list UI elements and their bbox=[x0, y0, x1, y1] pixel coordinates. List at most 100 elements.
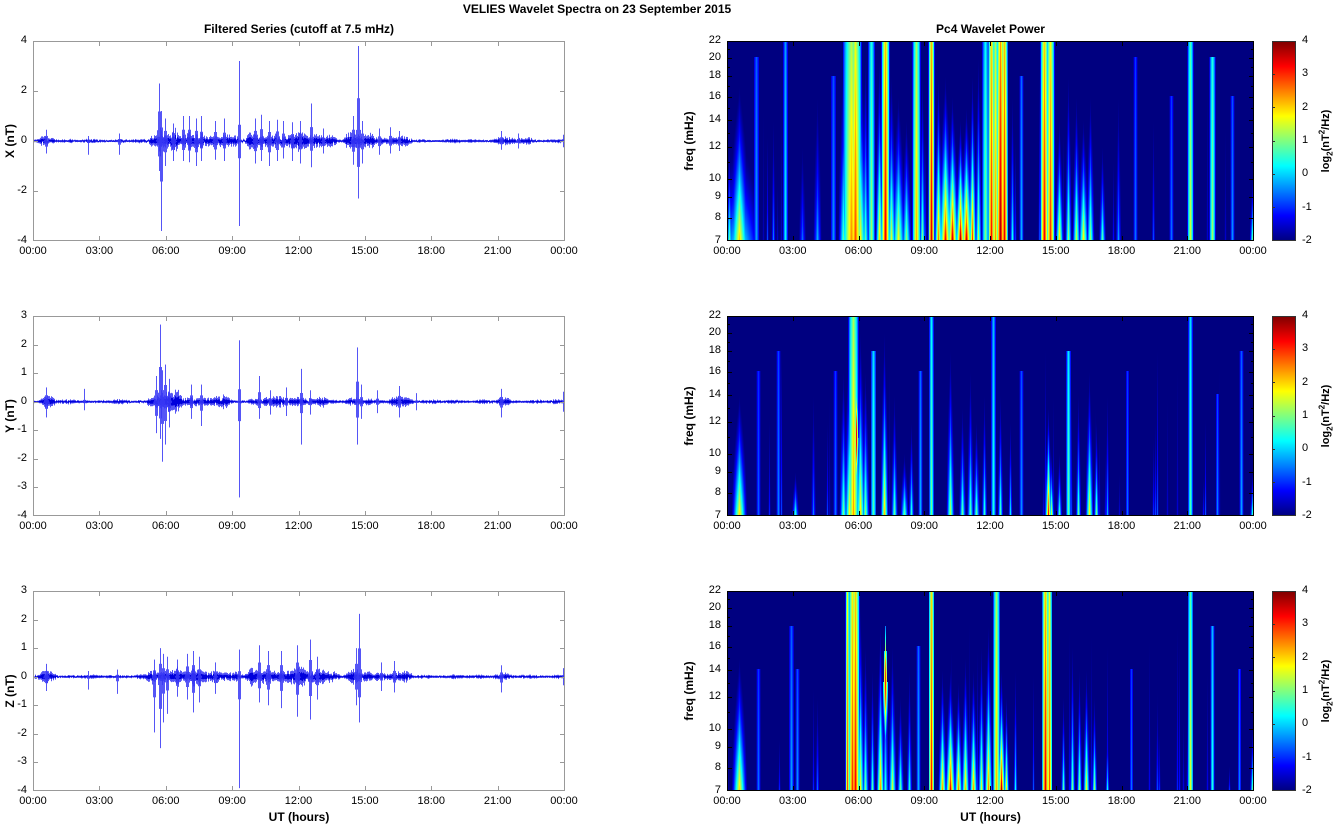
x-tick-label: 21:00 bbox=[1173, 795, 1202, 807]
colorbar-tick-label: 3 bbox=[1302, 342, 1309, 355]
y-tick-label: 2 bbox=[20, 612, 27, 625]
x-tick-label: 09:00 bbox=[218, 520, 246, 532]
x-tick-label: 18:00 bbox=[417, 520, 446, 532]
y-tick-label: 0 bbox=[20, 669, 27, 682]
y-tick-label: 18 bbox=[708, 619, 721, 632]
x-tick-label: 12:00 bbox=[976, 245, 1004, 257]
y-tick-label: 2 bbox=[20, 84, 27, 96]
x-tick-label: 21:00 bbox=[1173, 520, 1202, 532]
y-tick-label: 9 bbox=[714, 190, 721, 203]
x-tick-label: 12:00 bbox=[284, 795, 313, 807]
y-tick-label: 22 bbox=[708, 309, 721, 321]
colorbar-tick-label: -1 bbox=[1302, 200, 1312, 213]
y-tick-label: 9 bbox=[714, 740, 721, 753]
y-tick-label: 14 bbox=[708, 662, 721, 675]
x-tick-label: 00:00 bbox=[713, 245, 741, 257]
colorbar-tick-label: 1 bbox=[1302, 409, 1309, 421]
y-tick-label: 4 bbox=[20, 34, 27, 46]
x-tick-label: 12:00 bbox=[976, 795, 1004, 807]
colorbar-tick-label: 2 bbox=[1302, 100, 1309, 113]
y-axis-label: freq (mHz) bbox=[682, 661, 696, 721]
y-tick-label: 16 bbox=[708, 639, 721, 652]
colorbar-tick-label: 4 bbox=[1302, 584, 1309, 596]
y-tick-label: 18 bbox=[708, 69, 721, 82]
x-tick-label: 00:00 bbox=[713, 795, 741, 807]
y-tick-label: 18 bbox=[708, 344, 721, 357]
y-tick-label: 14 bbox=[708, 112, 721, 125]
y-tick-label: 8 bbox=[714, 210, 721, 223]
y-tick-label: 16 bbox=[708, 89, 721, 102]
y-tick-label: 12 bbox=[708, 689, 721, 702]
y-tick-label: 8 bbox=[714, 760, 721, 773]
x-tick-label: 09:00 bbox=[910, 795, 939, 807]
x-axis-label: UT (hours) bbox=[960, 810, 1021, 824]
y-tick-label: -1 bbox=[17, 698, 27, 711]
colorbar-tick-label: 0 bbox=[1302, 167, 1309, 180]
y-axis-label: X (nT) bbox=[3, 124, 17, 158]
y-axis-label: freq (mHz) bbox=[682, 386, 696, 446]
y-tick-label: 2 bbox=[20, 337, 27, 350]
y-tick-label: -1 bbox=[17, 423, 27, 436]
x-tick-label: 06:00 bbox=[844, 520, 873, 532]
x-tick-label: 15:00 bbox=[1041, 245, 1070, 257]
colorbar-tick-label: -2 bbox=[1302, 234, 1312, 246]
x-tick-label: 03:00 bbox=[778, 795, 807, 807]
x-tick-label: 09:00 bbox=[910, 245, 939, 257]
x-tick-label: 03:00 bbox=[778, 245, 807, 257]
figure-title: VELIES Wavelet Spectra on 23 September 2… bbox=[462, 2, 732, 16]
x-tick-label: 03:00 bbox=[85, 520, 114, 532]
y-tick-label: 20 bbox=[708, 50, 721, 63]
y-tick-label: 10 bbox=[708, 446, 721, 459]
y-tick-label: 12 bbox=[708, 139, 721, 152]
x-tick-label: 00:00 bbox=[713, 520, 741, 532]
colorbar-label: log2(nT2/Hz) bbox=[1317, 384, 1335, 448]
y-tick-label: -2 bbox=[17, 726, 27, 739]
colorbar-tick-label: 1 bbox=[1302, 684, 1309, 696]
y-tick-label: -3 bbox=[17, 480, 27, 493]
panel-title: Filtered Series (cutoff at 7.5 mHz) bbox=[203, 22, 395, 36]
y-tick-label: 3 bbox=[20, 584, 27, 596]
x-tick-label: 21:00 bbox=[483, 520, 512, 532]
x-tick-label: 00:00 bbox=[19, 520, 47, 532]
x-tick-label: 00:00 bbox=[19, 795, 47, 807]
x-tick-label: 03:00 bbox=[85, 795, 114, 807]
y-tick-label: -4 bbox=[17, 234, 27, 246]
x-tick-label: 15:00 bbox=[351, 245, 379, 257]
x-tick-label: 09:00 bbox=[910, 520, 939, 532]
x-tick-label: 12:00 bbox=[284, 245, 313, 257]
y-tick-label: 10 bbox=[708, 171, 721, 184]
x-tick-label: 15:00 bbox=[1041, 795, 1070, 807]
y-axis-label: freq (mHz) bbox=[682, 111, 696, 171]
colorbar-tick-label: 4 bbox=[1302, 309, 1309, 321]
x-tick-label: 21:00 bbox=[483, 795, 512, 807]
colorbar-tick-label: 0 bbox=[1302, 442, 1309, 455]
colorbar-tick-label: 3 bbox=[1302, 617, 1309, 630]
x-tick-label: 09:00 bbox=[218, 795, 246, 807]
colorbar-canvas-sp-y bbox=[1272, 316, 1296, 516]
colorbar-tick-label: 1 bbox=[1302, 134, 1309, 146]
y-tick-label: -3 bbox=[17, 755, 27, 768]
x-tick-label: 15:00 bbox=[351, 520, 379, 532]
x-tick-label: 15:00 bbox=[1041, 520, 1070, 532]
x-axis-label: UT (hours) bbox=[268, 810, 330, 824]
colorbar-tick-label: 2 bbox=[1302, 375, 1309, 388]
x-tick-label: 03:00 bbox=[85, 245, 114, 257]
y-tick-label: 16 bbox=[708, 364, 721, 377]
x-tick-label: 06:00 bbox=[151, 520, 180, 532]
colorbar-tick-label: 0 bbox=[1302, 717, 1309, 730]
y-axis-label: Y (nT) bbox=[3, 399, 17, 433]
x-tick-label: 18:00 bbox=[1107, 520, 1136, 532]
x-tick-label: 00:00 bbox=[19, 245, 47, 257]
x-tick-label: 09:00 bbox=[218, 245, 246, 257]
y-axis-label: Z (nT) bbox=[3, 674, 17, 708]
x-tick-label: 00:00 bbox=[1239, 795, 1267, 807]
y-tick-label: 0 bbox=[20, 134, 27, 146]
plot-canvas-ts-y bbox=[33, 316, 565, 516]
colorbar-label: log2(nT2/Hz) bbox=[1317, 659, 1335, 723]
x-tick-label: 00:00 bbox=[550, 520, 578, 532]
x-tick-label: 12:00 bbox=[976, 520, 1004, 532]
y-tick-label: 20 bbox=[708, 600, 721, 613]
colorbar-canvas-sp-x bbox=[1272, 41, 1296, 241]
plot-canvas-ts-z bbox=[33, 591, 565, 791]
y-tick-label: 8 bbox=[714, 485, 721, 498]
